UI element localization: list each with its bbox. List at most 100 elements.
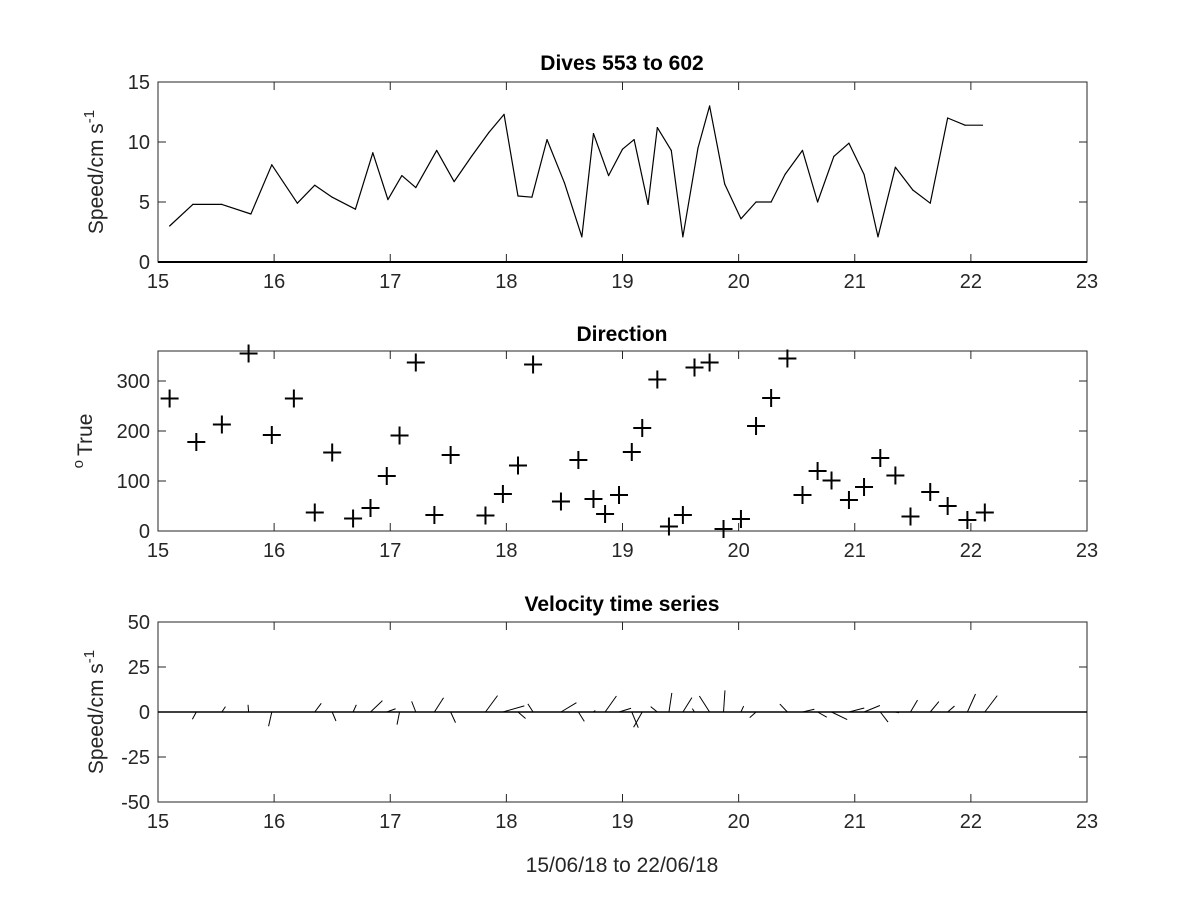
speed-line-segment — [592, 133, 610, 177]
direction-panel: Direction o True 15 16 17 18 19 20 21 22 23 0 100 2… — [70, 323, 1098, 562]
direction-marker — [822, 471, 841, 490]
velocity-stick — [396, 711, 401, 725]
speed-x-tick-label: 16 — [263, 271, 285, 293]
velocity-stick — [577, 711, 585, 722]
speed-line-segment — [296, 184, 316, 204]
speed-panel: Dives 553 to 602 Speed/cm s-1 15 16 17 18 19… — [81, 52, 1098, 293]
direction-x-tick-label: 19 — [611, 540, 633, 562]
speed-line-segment — [563, 182, 583, 238]
velocity-x-axis-label: 15/06/18 to 22/06/18 — [526, 854, 719, 877]
speed-axes-box — [157, 81, 1088, 263]
speed-marks — [158, 105, 1087, 263]
direction-marker — [700, 353, 719, 372]
velocity-stick — [682, 697, 693, 713]
speed-y-tick-label: 10 — [128, 132, 150, 154]
direction-marker — [377, 467, 396, 485]
direction-marker — [808, 462, 827, 480]
speed-chart-title: Dives 553 to 602 — [540, 52, 703, 75]
velocity-y-tick-label: 25 — [128, 657, 150, 679]
direction-marker — [406, 353, 425, 372]
direction-marker — [938, 497, 957, 515]
direction-marker — [596, 505, 615, 523]
direction-y-tick-label: 0 — [139, 521, 150, 543]
speed-line-segment — [372, 152, 389, 201]
direction-y-axis-label-superscript: o — [70, 460, 87, 468]
velocity-stick — [698, 695, 711, 713]
direction-marker — [284, 389, 303, 408]
speed-x-tick-label: 23 — [1076, 271, 1098, 293]
velocity-x-tick-label: 16 — [263, 811, 285, 833]
velocity-x-tick-label: 23 — [1076, 811, 1098, 833]
speed-line-segment — [546, 139, 566, 184]
direction-marker — [551, 492, 570, 511]
speed-y-axis-label: Speed/cm s-1 — [81, 110, 108, 234]
direction-chart-title: Direction — [576, 323, 667, 346]
velocity-x-tick-label: 19 — [611, 811, 633, 833]
velocity-stick — [691, 708, 695, 713]
direction-marker — [648, 370, 667, 389]
velocity-x-tick-label: 21 — [844, 811, 866, 833]
direction-axes-box — [157, 350, 1088, 532]
velocity-x-tick-label: 18 — [495, 811, 517, 833]
speed-line-segment — [169, 203, 194, 227]
direction-x-tick-label: 15 — [147, 540, 169, 562]
direction-marker — [673, 506, 692, 524]
velocity-stick — [895, 711, 900, 714]
direction-marker — [493, 485, 512, 503]
velocity-stick — [668, 692, 673, 713]
direction-marker — [975, 503, 994, 522]
direction-marker — [793, 486, 812, 504]
direction-x-ticks: 15 16 17 18 19 20 21 22 23 — [147, 351, 1098, 562]
speed-line-segment — [488, 113, 505, 133]
velocity-stick — [631, 711, 639, 728]
velocity-y-tick-label: -25 — [121, 747, 150, 769]
velocity-stick — [411, 701, 417, 713]
direction-marker — [685, 358, 704, 377]
direction-marker — [886, 466, 905, 485]
speed-line-segment — [863, 173, 879, 238]
velocity-stick — [352, 704, 357, 713]
speed-line-segment — [724, 183, 742, 220]
speed-line-segment — [682, 147, 699, 238]
velocity-y-tick-label: -50 — [121, 792, 150, 814]
speed-line-segment — [740, 201, 757, 220]
speed-x-tick-label: 15 — [147, 271, 169, 293]
direction-marker — [584, 490, 603, 508]
speed-line-segment — [453, 155, 473, 183]
direction-marker — [610, 486, 629, 504]
velocity-stick — [817, 711, 828, 718]
velocity-stick — [947, 705, 955, 713]
velocity-stick — [450, 711, 456, 723]
velocity-stick — [879, 711, 889, 723]
direction-marker — [212, 415, 231, 434]
velocity-stick — [560, 702, 577, 713]
direction-y-axis-label: o True — [70, 414, 97, 469]
velocity-stick — [910, 699, 918, 713]
velocity-y-tick-label: 50 — [128, 612, 150, 634]
velocity-stick — [527, 703, 534, 713]
direction-marker — [508, 456, 527, 475]
direction-marker — [425, 506, 444, 524]
velocity-stick — [802, 708, 815, 713]
direction-x-tick-label: 17 — [379, 540, 401, 562]
direction-x-tick-label: 23 — [1076, 540, 1098, 562]
speed-line-segment — [415, 149, 438, 189]
speed-line-segment — [848, 142, 865, 175]
velocity-stick — [331, 711, 337, 722]
speed-y-tick-label: 15 — [128, 72, 150, 94]
speed-x-tick-label: 19 — [611, 271, 633, 293]
velocity-stick — [618, 707, 632, 713]
speed-line-segment — [503, 113, 519, 197]
velocity-stick — [314, 703, 322, 713]
velocity-x-tick-label: 22 — [960, 811, 982, 833]
speed-line-segment — [436, 149, 455, 183]
velocity-stick — [633, 711, 643, 728]
speed-y-ticks: 0 5 10 15 — [128, 72, 1087, 274]
velocity-x-ticks: 15 16 17 18 19 20 21 22 23 — [147, 622, 1098, 833]
speed-line-segment — [697, 105, 711, 149]
direction-x-tick-label: 21 — [844, 540, 866, 562]
velocity-stick — [604, 695, 617, 713]
direction-marker — [344, 509, 363, 528]
velocity-x-tick-label: 15 — [147, 811, 169, 833]
